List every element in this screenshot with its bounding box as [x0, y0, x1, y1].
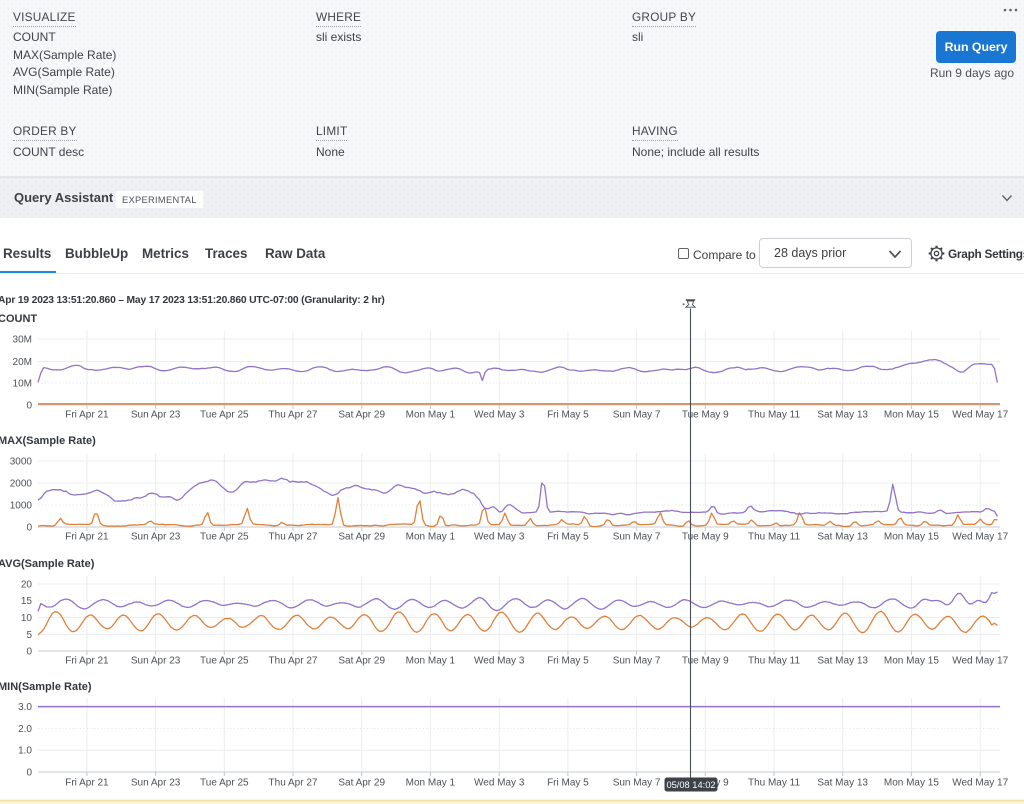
svg-text:Sun Apr 23: Sun Apr 23	[131, 656, 181, 667]
svg-text:3.0: 3.0	[18, 702, 32, 713]
svg-text:10M: 10M	[13, 379, 32, 390]
svg-text:0: 0	[26, 768, 32, 779]
svg-text:Sat May 13: Sat May 13	[817, 410, 868, 421]
svg-text:Fri Apr 21: Fri Apr 21	[65, 532, 109, 543]
svg-text:Fri May 5: Fri May 5	[547, 778, 589, 789]
svg-text:Sat Apr 29: Sat Apr 29	[338, 778, 385, 789]
svg-text:15: 15	[21, 596, 33, 607]
svg-text:Mon May 1: Mon May 1	[406, 410, 456, 421]
svg-text:Wed May 17: Wed May 17	[952, 532, 1008, 543]
svg-text:Mon May 15: Mon May 15	[884, 778, 939, 789]
svg-text:0: 0	[26, 401, 32, 412]
svg-text:COUNT: COUNT	[0, 313, 37, 325]
svg-text:1000: 1000	[10, 501, 33, 512]
svg-text:Wed May 3: Wed May 3	[474, 778, 525, 789]
svg-text:Mon May 1: Mon May 1	[406, 532, 456, 543]
svg-text:Sun May 7: Sun May 7	[613, 532, 661, 543]
svg-text:Thu Apr 27: Thu Apr 27	[269, 410, 318, 421]
svg-text:05/08 14:02: 05/08 14:02	[666, 780, 715, 790]
svg-text:3000: 3000	[10, 457, 33, 468]
svg-text:Thu May 11: Thu May 11	[748, 656, 800, 667]
svg-text:Mon May 15: Mon May 15	[884, 656, 939, 667]
svg-text:Mon May 1: Mon May 1	[406, 778, 456, 789]
svg-text:AVG(Sample Rate): AVG(Sample Rate)	[0, 558, 95, 570]
svg-text:0: 0	[26, 523, 32, 534]
svg-text:Mon May 15: Mon May 15	[884, 532, 939, 543]
svg-text:Sat Apr 29: Sat Apr 29	[338, 656, 385, 667]
svg-text:Wed May 3: Wed May 3	[474, 410, 525, 421]
svg-text:Sun Apr 23: Sun Apr 23	[131, 410, 181, 421]
svg-text:MIN(Sample Rate): MIN(Sample Rate)	[0, 681, 92, 693]
svg-text:Sat Apr 29: Sat Apr 29	[338, 532, 385, 543]
svg-text:20M: 20M	[13, 357, 32, 368]
svg-text:Fri May 5: Fri May 5	[547, 656, 589, 667]
svg-text:Wed May 17: Wed May 17	[952, 778, 1008, 789]
svg-text:Thu Apr 27: Thu Apr 27	[269, 532, 318, 543]
svg-text:Tue Apr 25: Tue Apr 25	[200, 778, 249, 789]
svg-text:Tue Apr 25: Tue Apr 25	[200, 410, 249, 421]
svg-text:Thu May 11: Thu May 11	[748, 410, 800, 421]
svg-text:Sun May 7: Sun May 7	[613, 656, 661, 667]
svg-text:Tue Apr 25: Tue Apr 25	[200, 532, 249, 543]
svg-text:20: 20	[21, 580, 33, 591]
svg-text:Sat Apr 29: Sat Apr 29	[338, 410, 385, 421]
svg-text:Mon May 1: Mon May 1	[406, 656, 456, 667]
svg-text:Sun May 7: Sun May 7	[613, 410, 661, 421]
svg-text:Sat May 13: Sat May 13	[817, 532, 868, 543]
svg-text:Fri May 5: Fri May 5	[547, 532, 589, 543]
svg-text:Tue Apr 25: Tue Apr 25	[200, 656, 249, 667]
svg-text:Thu May 11: Thu May 11	[748, 778, 800, 789]
svg-text:1.0: 1.0	[18, 746, 32, 757]
svg-text:Thu Apr 27: Thu Apr 27	[269, 656, 318, 667]
svg-text:Sun May 7: Sun May 7	[613, 778, 661, 789]
svg-text:Wed May 17: Wed May 17	[952, 410, 1008, 421]
svg-text:Thu May 11: Thu May 11	[748, 532, 800, 543]
svg-text:2.0: 2.0	[18, 724, 32, 735]
svg-text:MAX(Sample Rate): MAX(Sample Rate)	[0, 435, 96, 447]
svg-text:Wed May 17: Wed May 17	[952, 656, 1008, 667]
svg-text:Fri Apr 21: Fri Apr 21	[65, 410, 109, 421]
svg-text:10: 10	[21, 613, 33, 624]
svg-text:Apr 19 2023 13:51:20.860 – May: Apr 19 2023 13:51:20.860 – May 17 2023 1…	[0, 295, 385, 306]
svg-text:Sun Apr 23: Sun Apr 23	[131, 532, 181, 543]
svg-text:Tue May 9: Tue May 9	[682, 532, 729, 543]
svg-text:Sat May 13: Sat May 13	[817, 778, 868, 789]
svg-text:5: 5	[26, 630, 32, 641]
svg-text:Wed May 3: Wed May 3	[474, 532, 525, 543]
svg-text:2000: 2000	[10, 479, 33, 490]
svg-text:Fri May 5: Fri May 5	[547, 410, 589, 421]
svg-text:Fri Apr 21: Fri Apr 21	[65, 656, 109, 667]
svg-text:0: 0	[26, 647, 32, 658]
svg-text:Tue May 9: Tue May 9	[682, 410, 729, 421]
svg-text:Fri Apr 21: Fri Apr 21	[65, 778, 109, 789]
svg-text:Sat May 13: Sat May 13	[817, 656, 868, 667]
svg-text:Wed May 3: Wed May 3	[474, 656, 525, 667]
svg-text:Mon May 15: Mon May 15	[884, 410, 939, 421]
svg-text:Tue May 9: Tue May 9	[682, 656, 729, 667]
svg-text:Sun Apr 23: Sun Apr 23	[131, 778, 181, 789]
svg-text:30M: 30M	[13, 335, 32, 346]
svg-text:Thu Apr 27: Thu Apr 27	[269, 778, 318, 789]
